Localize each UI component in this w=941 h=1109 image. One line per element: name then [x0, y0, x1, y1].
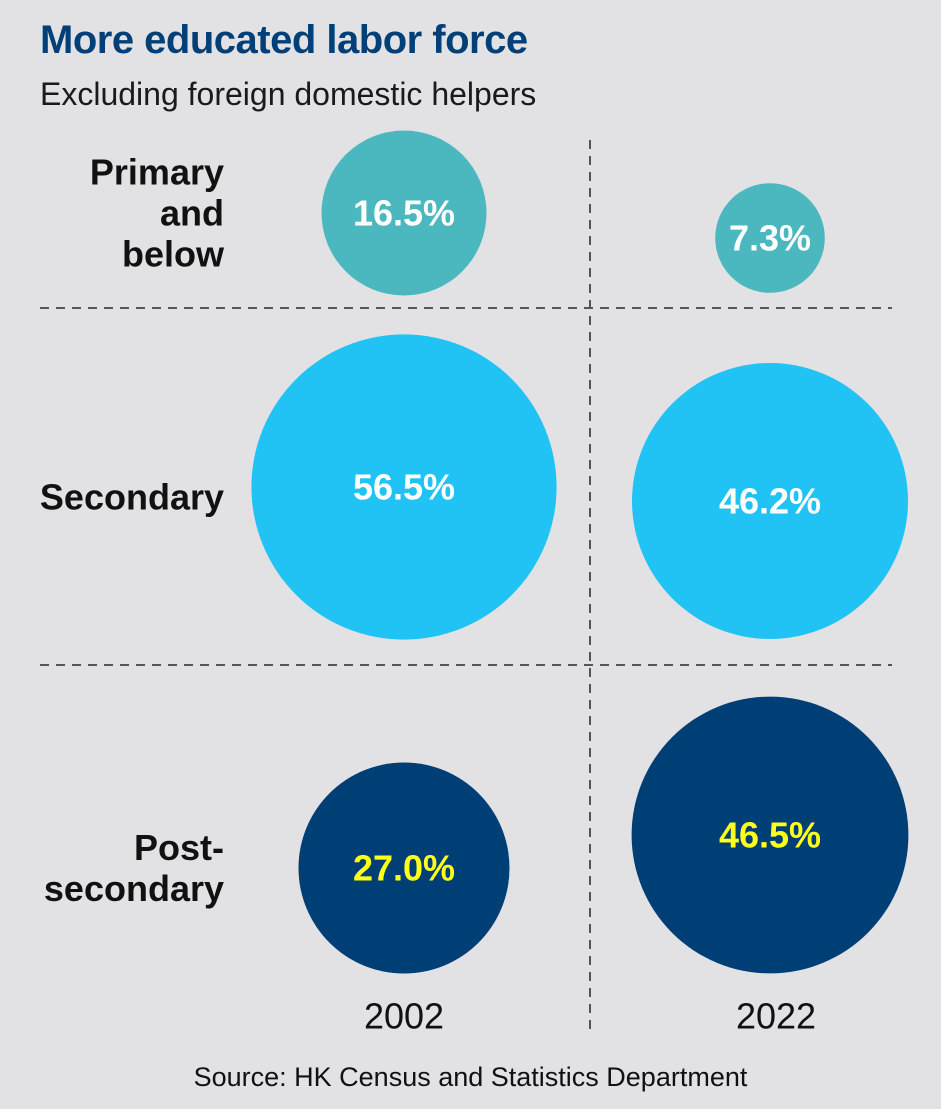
year-labels: 2002 2022 — [364, 996, 816, 1037]
bubble-2002-2 — [251, 334, 557, 640]
bubble-2002-3 — [298, 762, 510, 974]
value-label-2022-2: 46.2% — [719, 481, 821, 522]
value-label-2002-3: 27.0% — [353, 848, 455, 889]
grid-lines — [40, 140, 892, 1030]
value-label-2022-1: 7.3% — [729, 218, 811, 259]
bubble-2022-1 — [715, 183, 825, 293]
source-note: Source: HK Census and Statistics Departm… — [193, 1062, 748, 1092]
value-label-2002-1: 16.5% — [353, 193, 455, 234]
bubble-2022-2 — [632, 363, 908, 639]
bubble-2002-1 — [321, 130, 487, 296]
row-label-3-line-1: Post- — [134, 827, 224, 868]
year-label-2002: 2002 — [364, 996, 444, 1037]
row-label-2-line-1: Secondary — [40, 477, 224, 518]
value-label-2002-2: 56.5% — [353, 467, 455, 508]
chart-title: More educated labor force — [40, 18, 528, 62]
chart-subtitle: Excluding foreign domestic helpers — [40, 76, 537, 112]
row-label-3-line-2: secondary — [44, 868, 224, 909]
row-label-1-line-1: Primary — [90, 152, 224, 193]
year-label-2022: 2022 — [736, 996, 816, 1037]
value-label-2022-3: 46.5% — [719, 815, 821, 856]
row-label-1-line-2: and — [160, 193, 224, 234]
bubble-2022-3 — [631, 696, 909, 974]
bubbles: 16.5% 56.5% 27.0% 7.3% 46.2% 46.5% — [251, 130, 909, 974]
row-label-1-line-3: below — [122, 234, 225, 275]
